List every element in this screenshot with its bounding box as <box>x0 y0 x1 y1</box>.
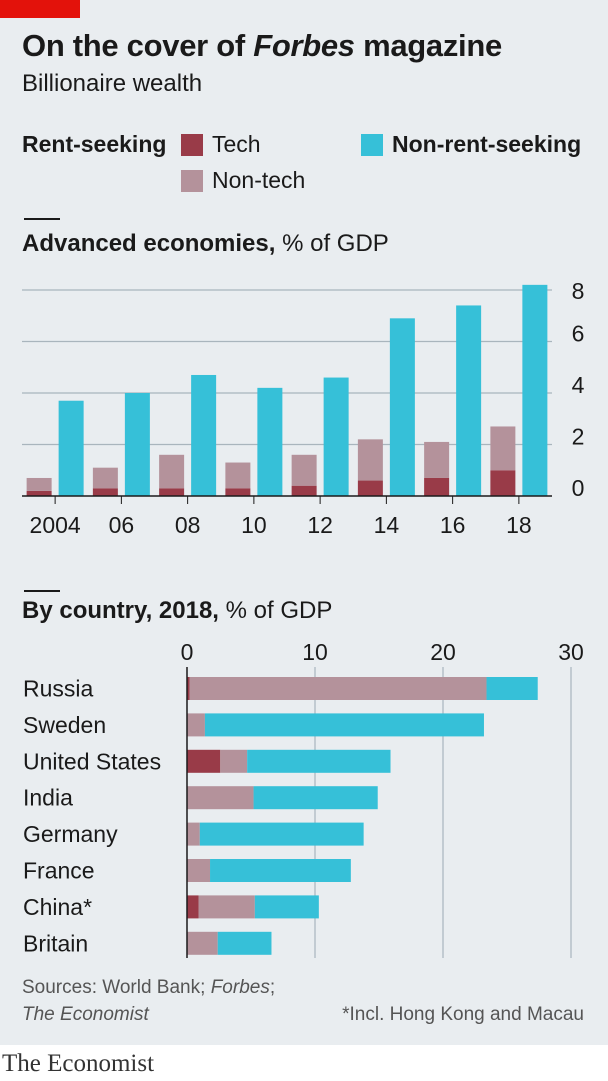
adv-x-tick-label: 14 <box>374 512 400 538</box>
adv-bar-non-rent <box>323 377 349 496</box>
adv-x-tick-label: 06 <box>109 512 135 538</box>
adv-y-tick-label: 4 <box>572 372 585 398</box>
country-x-tick-label: 0 <box>181 639 194 665</box>
adv-bar-non-rent <box>456 305 482 496</box>
adv-bar-non-rent <box>522 284 548 496</box>
adv-bar-non-tech <box>424 441 450 478</box>
legend-non-tech-label: Non-tech <box>212 167 306 193</box>
legend-rent-seeking-heading: Rent-seeking <box>22 131 167 157</box>
country-label: United States <box>23 748 161 774</box>
chart-subtitle: Billionaire wealth <box>22 70 203 97</box>
legend-tech-swatch <box>181 134 203 156</box>
legend-tech-label: Tech <box>212 131 261 157</box>
adv-bar-non-tech <box>490 426 516 471</box>
country-bar-non-tech <box>189 677 487 700</box>
adv-x-tick-label: 2004 <box>30 512 81 538</box>
country-x-tick-label: 20 <box>430 639 456 665</box>
sources-line-1: Sources: World Bank; Forbes; <box>22 977 276 998</box>
adv-x-tick-label: 10 <box>241 512 267 538</box>
adv-bar-non-tech <box>357 439 383 481</box>
adv-bar-non-rent <box>257 387 283 496</box>
adv-bar-non-rent <box>389 318 415 496</box>
country-bar-non-rent <box>217 931 272 955</box>
country-label: India <box>23 785 73 811</box>
legend-non-rent-seeking-label: Non-rent-seeking <box>392 131 582 157</box>
country-bar-tech <box>187 895 199 919</box>
adv-bar-tech <box>490 470 516 496</box>
country-bar-non-tech <box>187 931 218 955</box>
adv-bar-tech <box>26 490 52 496</box>
country-bar-non-tech <box>198 895 255 919</box>
section-title-advanced: Advanced economies, % of GDP <box>22 230 389 257</box>
country-bar-non-tech <box>220 749 248 773</box>
country-bar-non-tech <box>187 786 254 810</box>
adv-bar-non-tech <box>159 454 185 489</box>
country-bar-non-rent <box>486 677 538 700</box>
adv-y-tick-label: 2 <box>572 424 585 450</box>
country-bar-non-rent <box>254 895 319 919</box>
section-title-country: By country, 2018, % of GDP <box>22 597 333 624</box>
economist-red-tag <box>0 0 80 18</box>
section-rule-country <box>24 590 60 592</box>
adv-bar-non-rent <box>58 400 84 496</box>
country-bar-non-rent <box>210 859 351 882</box>
adv-x-tick-label: 12 <box>307 512 333 538</box>
adv-bar-non-tech <box>225 462 251 489</box>
adv-bar-tech <box>225 488 251 496</box>
country-label: Sweden <box>23 712 106 738</box>
adv-bar-non-rent <box>191 374 217 496</box>
country-bar-non-rent <box>247 749 391 773</box>
adv-x-tick-label: 16 <box>440 512 466 538</box>
adv-bar-tech <box>424 477 450 496</box>
section-rule-advanced <box>24 218 60 220</box>
country-bar-tech <box>187 677 190 700</box>
country-label: Russia <box>23 676 94 702</box>
country-bar-non-tech <box>187 713 205 737</box>
sources-line-2: The Economist <box>22 1004 149 1025</box>
economist-brand: The Economist <box>2 1050 155 1077</box>
country-bar-tech <box>187 749 221 773</box>
country-bar-non-tech <box>187 859 211 882</box>
country-label: France <box>23 858 95 884</box>
adv-x-tick-label: 18 <box>506 512 532 538</box>
country-x-tick-label: 10 <box>302 639 328 665</box>
adv-bar-tech <box>357 480 383 496</box>
country-bar-non-tech <box>187 822 200 846</box>
adv-y-tick-label: 8 <box>572 278 585 304</box>
country-bar-non-rent <box>199 822 364 846</box>
legend-non-rent-swatch <box>361 134 383 156</box>
chart-title: On the cover of Forbes magazine <box>22 28 502 63</box>
adv-bar-tech <box>159 488 185 496</box>
adv-bar-tech <box>92 488 118 496</box>
country-bar-non-rent <box>204 713 484 737</box>
adv-bar-non-tech <box>92 467 118 489</box>
country-x-tick-label: 30 <box>558 639 584 665</box>
country-label: China* <box>23 894 92 920</box>
adv-bar-non-tech <box>291 454 317 486</box>
adv-y-tick-label: 0 <box>572 475 585 501</box>
charts-svg: 0 2 4 6 8 2004 06 08 10 12 14 16 18 0 10 20 30 Russia Swed… <box>22 278 585 958</box>
country-label: Britain <box>23 930 88 956</box>
footnote: *Incl. Hong Kong and Macau <box>342 1004 584 1025</box>
adv-bar-tech <box>291 485 317 496</box>
country-label: Germany <box>23 821 118 847</box>
adv-y-tick-label: 6 <box>572 321 585 347</box>
adv-x-tick-label: 08 <box>175 512 201 538</box>
legend-non-tech-swatch <box>181 170 203 192</box>
adv-bar-non-rent <box>124 393 150 496</box>
adv-bar-non-tech <box>26 477 52 491</box>
country-bar-non-rent <box>253 786 378 810</box>
